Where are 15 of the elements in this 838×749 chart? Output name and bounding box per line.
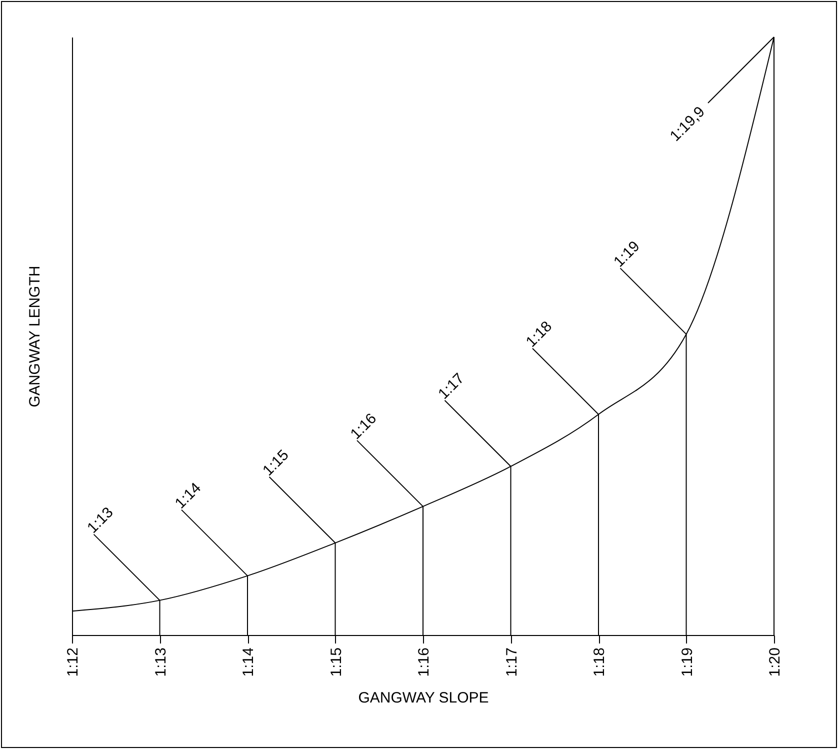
x-axis-title: GANGWAY SLOPE: [358, 690, 489, 707]
annotation: 1:14: [172, 479, 205, 512]
y-axis-title: GANGWAY LENGTH: [26, 266, 44, 408]
annotation: 1:13: [84, 504, 117, 537]
x-tick-label: 1:20: [766, 648, 784, 677]
annotation: 1:19: [610, 238, 644, 271]
x-tick-label: 1:18: [591, 648, 608, 677]
annotation: 1:18: [522, 318, 556, 351]
x-tick-label: 1:13: [152, 648, 170, 677]
x-tick-label: 1:16: [416, 648, 432, 677]
x-tick-label: 1:12: [64, 648, 82, 677]
x-tick-label: 1:15: [328, 648, 345, 677]
x-tick-label: 1:14: [240, 648, 257, 677]
x-tick-label: 1:19: [678, 648, 696, 677]
x-tick-label: 1:17: [503, 648, 520, 677]
